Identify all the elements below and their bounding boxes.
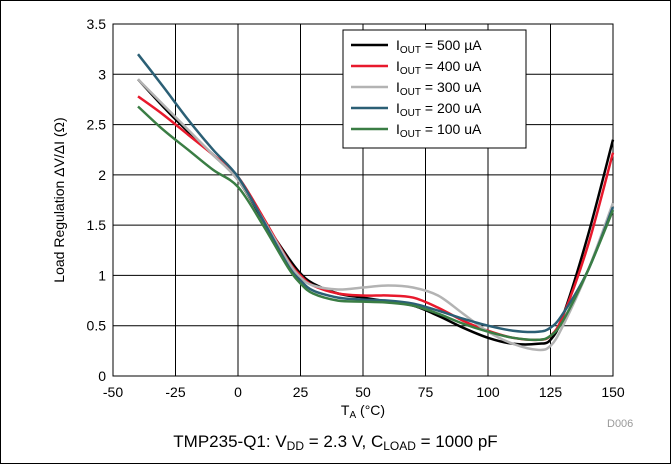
x-tick-label: 75 — [418, 384, 434, 400]
line-chart: -50 -25 0 25 50 75 100 125 150 0 0.5 1 1.5 2 2.5 3 3.5 T… — [0, 0, 671, 432]
x-axis-label: TA (°C) — [341, 402, 385, 421]
x-tick-label: 25 — [293, 384, 309, 400]
y-tick-label: 2.5 — [87, 117, 107, 133]
x-tick-label: -50 — [103, 384, 123, 400]
y-tick-label: 0.5 — [87, 318, 107, 334]
y-axis-label: Load Regulation ΔV/ΔI (Ω) — [51, 117, 67, 282]
y-tick-label: 0 — [98, 368, 106, 384]
x-tick-label: 125 — [539, 384, 563, 400]
y-tick-label: 3.5 — [87, 16, 107, 32]
y-tick-label: 1.5 — [87, 217, 107, 233]
y-tick-label: 3 — [98, 66, 106, 82]
y-tick-label: 1 — [98, 267, 106, 283]
x-tick-label: 0 — [234, 384, 242, 400]
x-tick-label: 150 — [601, 384, 625, 400]
x-tick-label: -25 — [165, 384, 185, 400]
x-tick-label: 100 — [476, 384, 500, 400]
x-tick-label: 50 — [355, 384, 371, 400]
figure-caption: TMP235-Q1: VDD = 2.3 V, CLOAD = 1000 pF — [0, 432, 671, 453]
y-tick-label: 2 — [98, 167, 106, 183]
figure-id: D006 — [607, 418, 633, 430]
